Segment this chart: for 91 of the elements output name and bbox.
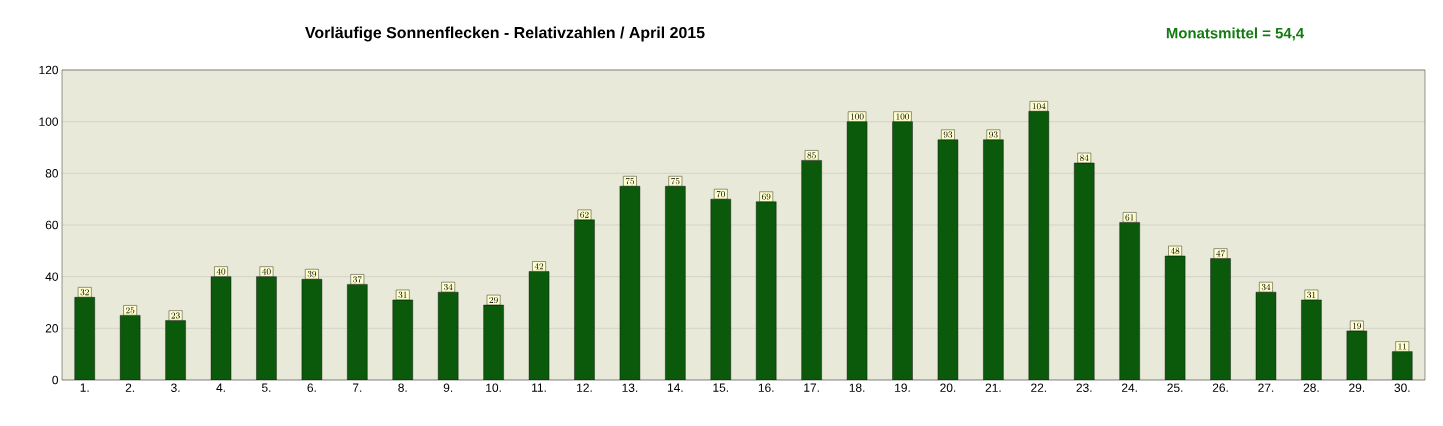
y-tick-label: 120 (39, 65, 59, 75)
x-tick-label: 28. (1303, 383, 1319, 392)
bar (165, 320, 186, 380)
chart-title: Vorläufige Sonnenflecken - Relativzahlen / April 2015 (305, 26, 705, 42)
data-label: 85 (807, 152, 816, 159)
x-tick-label: 30. (1394, 383, 1410, 392)
x-tick-label: 13. (622, 383, 638, 392)
x-tick-label: 21. (985, 383, 1001, 392)
data-label: 23 (171, 312, 180, 319)
data-label: 11 (1398, 343, 1407, 350)
bar (710, 198, 731, 380)
data-label: 100 (851, 113, 864, 120)
x-tick-label: 19. (895, 383, 910, 392)
data-label: 62 (580, 211, 589, 218)
x-tick-label: 23. (1076, 383, 1092, 392)
data-label: 93 (943, 131, 953, 138)
data-label: 70 (716, 190, 726, 198)
y-tick-label: 20 (45, 324, 59, 333)
x-tick-label: 5. (261, 383, 271, 392)
bar (119, 315, 141, 380)
x-tick-label: 6. (307, 383, 316, 392)
x-tick-label: 1. (80, 383, 89, 392)
data-label: 40 (262, 268, 271, 275)
x-tick-label: 3. (171, 383, 180, 392)
y-tick-label: 80 (45, 169, 59, 178)
x-tick-label: 24. (1121, 383, 1137, 392)
x-tick-label: 12. (577, 383, 592, 392)
data-label: 39 (307, 271, 317, 278)
x-tick-label: 10. (486, 383, 501, 392)
x-tick-label: 15. (713, 383, 728, 392)
data-label: 32 (80, 289, 89, 296)
data-label: 31 (1307, 291, 1316, 298)
bar (1028, 111, 1050, 380)
data-label: 93 (989, 131, 998, 138)
x-tick-label: 29. (1349, 383, 1365, 392)
x-tick-label: 22. (1031, 383, 1047, 392)
data-label: 47 (1216, 250, 1225, 257)
x-tick-label: 4. (216, 383, 225, 392)
x-tick-label: 8. (398, 383, 407, 392)
x-tick-label: 26. (1212, 383, 1228, 392)
data-label: 48 (1170, 247, 1180, 255)
data-label: 19 (1353, 322, 1362, 329)
x-tick-label: 17. (804, 383, 819, 392)
bar (437, 291, 459, 380)
y-tick-label: 0 (52, 375, 59, 385)
bar (1301, 299, 1322, 380)
x-tick-label: 9. (443, 383, 453, 392)
x-tick-label: 11. (532, 383, 546, 392)
x-tick-label: 20. (940, 383, 956, 392)
x-tick-label: 27. (1258, 383, 1274, 392)
x-tick-label: 14. (667, 383, 683, 392)
bar (756, 201, 777, 380)
bar (74, 297, 95, 380)
data-label: 42 (534, 263, 544, 270)
bar (347, 284, 368, 380)
x-tick-label: 7. (352, 383, 362, 392)
data-label: 84 (1080, 154, 1089, 162)
data-label: 37 (353, 276, 362, 283)
data-label: 25 (126, 307, 135, 314)
bar (1074, 162, 1095, 380)
bar (1119, 222, 1140, 380)
y-tick-label: 100 (39, 117, 59, 126)
x-tick-label: 16. (758, 383, 774, 392)
bar (801, 160, 822, 380)
data-label: 29 (489, 296, 498, 304)
bar (1392, 351, 1413, 380)
data-label: 31 (398, 291, 407, 298)
bar (483, 304, 504, 380)
y-tick-label: 60 (45, 220, 59, 230)
bar (1210, 258, 1231, 380)
x-tick-label: 18. (849, 383, 865, 392)
data-label: 69 (762, 193, 771, 200)
bar (892, 121, 913, 380)
bar (574, 219, 595, 380)
bar (392, 299, 413, 380)
x-tick-label: 2. (125, 383, 135, 392)
data-label: 61 (1125, 214, 1134, 221)
data-label: 40 (216, 268, 226, 275)
bar (256, 276, 277, 380)
bar (937, 139, 959, 380)
data-label: 100 (896, 113, 910, 120)
bar (983, 139, 1004, 380)
data-label: 104 (1032, 103, 1046, 110)
data-label: 34 (443, 283, 453, 291)
y-tick-label: 40 (45, 272, 59, 281)
data-label: 75 (671, 177, 680, 185)
bar (665, 186, 686, 380)
x-tick-label: 25. (1167, 383, 1183, 392)
text: Monatsmittel = 54,4 (1166, 27, 1305, 41)
data-label: 34 (1261, 283, 1271, 291)
data-label: 75 (625, 177, 635, 185)
